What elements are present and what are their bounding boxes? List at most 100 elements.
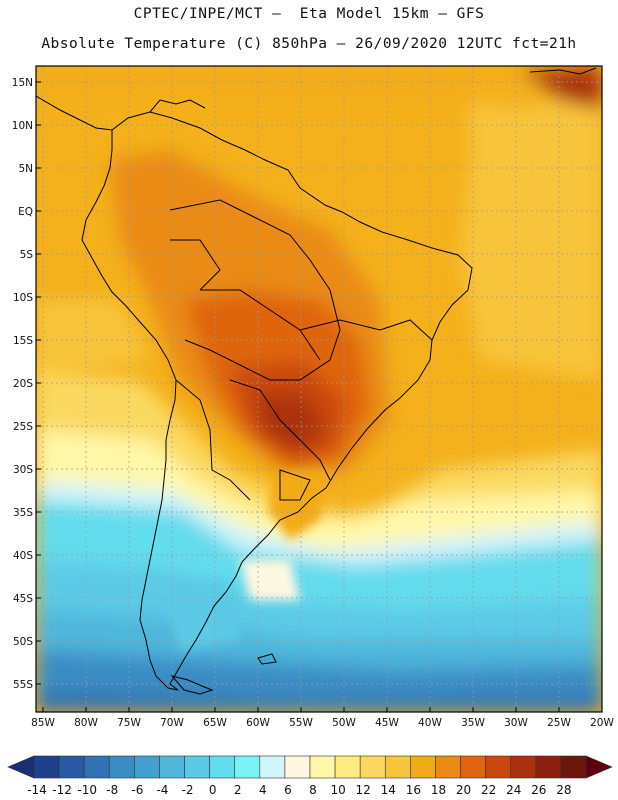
- lat-tick-label: 20S: [13, 378, 33, 390]
- colorbar-swatch: [83, 755, 110, 779]
- coast-caribbean-islands: [529, 67, 597, 75]
- lon-tick-label: 75W: [117, 717, 141, 729]
- lon-tick-label: 30W: [504, 717, 528, 729]
- lon-tick-label: 70W: [160, 717, 184, 729]
- colorbar-swatch: [108, 755, 135, 779]
- border-interior-6: [175, 379, 251, 501]
- colorbar-swatch: [359, 755, 386, 779]
- coast-central-america: [36, 95, 113, 131]
- lat-axis: 15N 10N 5N EQ 5S 10S 15S 20S 25S 30S 35S 40S 45S 50S 5…: [12, 77, 41, 691]
- map-frame: [35, 65, 603, 713]
- lat-tick-label: EQ: [18, 206, 33, 218]
- colorbar-label: -10: [77, 783, 97, 797]
- colorbar-swatch: [234, 755, 261, 779]
- field-plata-18: [268, 470, 330, 540]
- colorbar-swatch: [334, 755, 361, 779]
- colorbar-label: 18: [431, 783, 446, 797]
- border-interior-1: [169, 199, 341, 381]
- lat-tick-label: 30S: [13, 464, 33, 476]
- colorbar-label: -14: [27, 783, 47, 797]
- colorbar-swatch: [410, 755, 436, 779]
- border-interior-4: [299, 319, 433, 341]
- lon-tick-label: 65W: [203, 717, 227, 729]
- colorbar-swatch: [560, 755, 587, 779]
- border-interior-2: [200, 289, 321, 361]
- colorbar: -14 -12 -10 -8 -6 -4 -2 0 2 4 6 8 10 12 14 16 18 20 22 24 26…: [7, 755, 613, 797]
- colorbar-swatch: [485, 755, 512, 779]
- colorbar-label: 24: [506, 783, 521, 797]
- lat-tick-label: 25S: [13, 421, 33, 433]
- lat-tick-label: 35S: [13, 507, 33, 519]
- lon-tick-label: 35W: [461, 717, 485, 729]
- colorbar-swatch: [435, 755, 461, 779]
- lat-tick-label: 15N: [12, 77, 33, 89]
- colorbar-label: 6: [284, 783, 292, 797]
- colorbar-swatch: [33, 755, 60, 779]
- field-andes-m2: [160, 580, 240, 650]
- coast-caribbean: [149, 99, 206, 113]
- colorbar-label: 14: [381, 783, 396, 797]
- border-interior-3: [229, 379, 331, 481]
- colorbar-swatch: [535, 755, 562, 779]
- temperature-field: [36, 66, 602, 712]
- colorbar-swatch: [209, 755, 236, 779]
- colorbar-swatch: [159, 755, 185, 779]
- coast-falklands: [257, 653, 277, 665]
- title-line-1: CPTEC/INPE/MCT – Eta Model 15km – GFS: [133, 6, 485, 22]
- lon-tick-label: 40W: [418, 717, 442, 729]
- lat-tick-label: 5S: [20, 249, 34, 261]
- lat-tick-label: 10S: [13, 292, 33, 304]
- lon-tick-label: 25W: [547, 717, 571, 729]
- colorbar-label: 4: [259, 783, 267, 797]
- colorbar-label: -4: [156, 783, 168, 797]
- colorbar-label: 0: [209, 783, 217, 797]
- lon-tick-label: 80W: [74, 717, 98, 729]
- colorbar-swatch: [284, 755, 311, 779]
- lat-tick-label: 10N: [12, 120, 33, 132]
- colorbar-swatch: [309, 755, 336, 779]
- colorbar-swatch: [259, 755, 286, 779]
- lat-tick-label: 45S: [13, 593, 33, 605]
- border-interior-5: [170, 239, 221, 291]
- coastlines: [36, 67, 597, 695]
- colorbar-label: 12: [356, 783, 371, 797]
- lon-tick-label: 55W: [289, 717, 313, 729]
- coast-south-america: [81, 111, 473, 691]
- lat-tick-label: 50S: [13, 636, 33, 648]
- colorbar-label: 28: [556, 783, 571, 797]
- lon-tick-label: 85W: [31, 717, 55, 729]
- colorbar-label: 22: [481, 783, 496, 797]
- colorbar-over-arrow: [585, 755, 613, 779]
- field-patagonia-6: [240, 560, 300, 600]
- lon-tick-label: 60W: [246, 717, 270, 729]
- colorbar-label: 16: [406, 783, 421, 797]
- coast-tierra-del-fuego: [170, 675, 214, 695]
- title-line-2: Absolute Temperature (C) 850hPa – 26/09/…: [41, 36, 577, 52]
- colorbar-swatch: [460, 755, 486, 779]
- lat-tick-label: 5N: [18, 163, 33, 175]
- border-interior-7: [279, 469, 311, 501]
- colorbar-label: 26: [531, 783, 546, 797]
- colorbar-swatch: [184, 755, 210, 779]
- field-ne-26: [520, 66, 602, 110]
- colorbar-swatch: [58, 755, 85, 779]
- colorbar-label: -6: [131, 783, 143, 797]
- grid-lines: [36, 66, 602, 712]
- colorbar-label: -12: [52, 783, 72, 797]
- colorbar-swatch: [510, 755, 537, 779]
- lon-tick-label: 20W: [590, 717, 614, 729]
- field-atlantic-16: [460, 80, 602, 380]
- lon-axis: 85W 80W 75W 70W 65W 60W 55W 50W 45W 40W 35W 30W 25W 2…: [31, 707, 614, 729]
- colorbar-label: -2: [182, 783, 194, 797]
- colorbar-under-arrow: [7, 755, 35, 779]
- field-south-m10: [36, 690, 602, 712]
- colorbar-label: 10: [330, 783, 345, 797]
- lon-tick-label: 45W: [375, 717, 399, 729]
- lat-tick-label: 40S: [13, 550, 33, 562]
- colorbar-label: 2: [234, 783, 242, 797]
- colorbar-label: 20: [456, 783, 471, 797]
- colorbar-swatch: [134, 755, 160, 779]
- colorbar-swatch: [384, 755, 411, 779]
- lat-tick-label: 15S: [13, 335, 33, 347]
